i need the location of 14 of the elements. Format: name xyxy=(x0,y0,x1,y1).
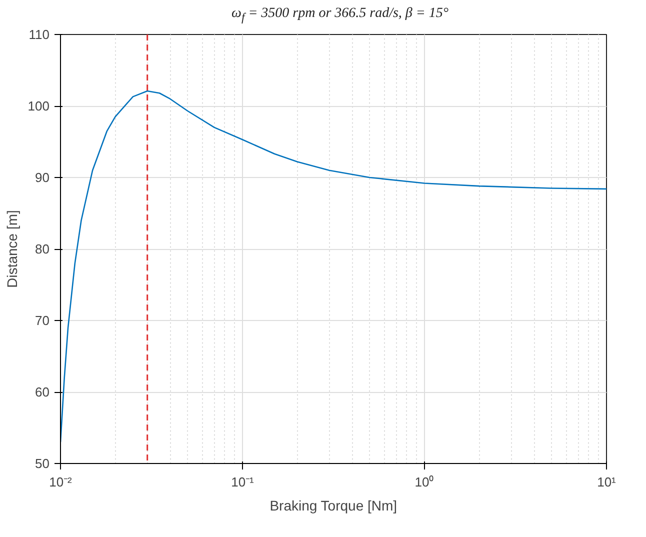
chart-title: ω$_{f}$ = 3500 rpm or 366.5 rad/s, β = 15° xyxy=(230,5,450,26)
y-tick-label: 80 xyxy=(35,242,50,256)
x-tick-label: 10¹ xyxy=(597,474,617,490)
y-tick-label: 70 xyxy=(35,313,50,328)
x-tick-label: 10⁰ xyxy=(414,474,434,490)
x-tick-label: 10⁻¹ xyxy=(231,474,255,490)
x-axis-title: Braking Torque [Nm] xyxy=(270,498,398,514)
y-tick-label: 110 xyxy=(28,27,50,42)
x-tick-label: 10⁻² xyxy=(49,474,73,490)
y-tick-label: 60 xyxy=(35,384,50,400)
y-tick-label: 100 xyxy=(28,98,50,114)
y-tick-label: 50 xyxy=(35,456,50,471)
y-axis-title: Distance [m] xyxy=(4,210,20,288)
y-tick-label: 90 xyxy=(35,170,50,185)
